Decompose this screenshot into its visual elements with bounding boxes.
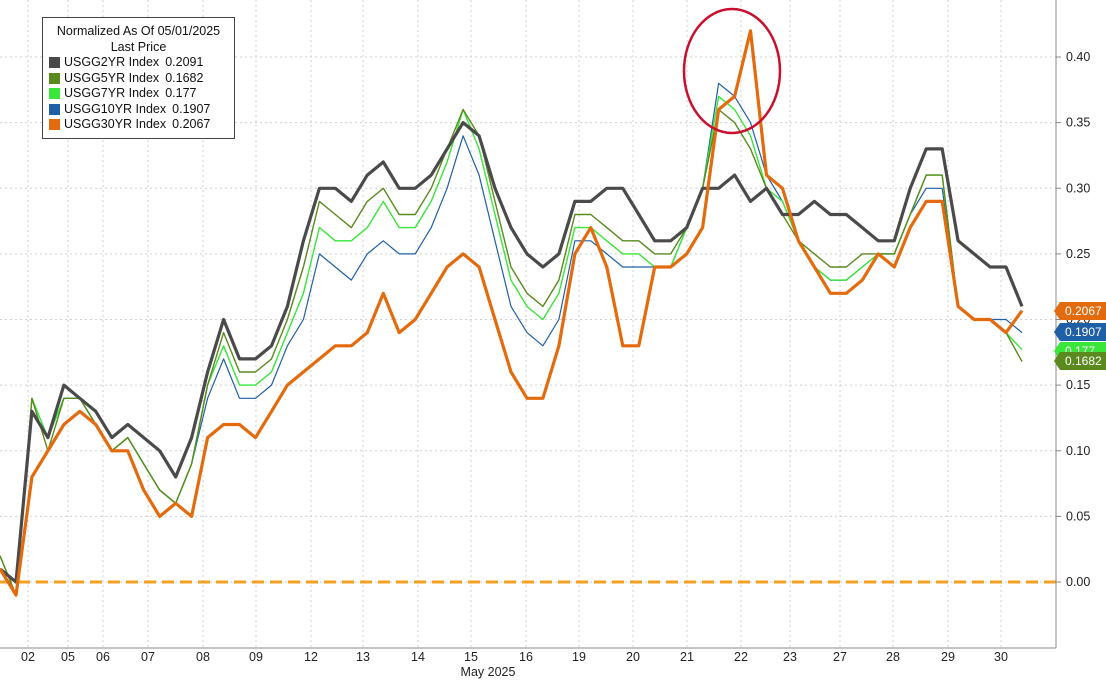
legend-series-name: USGG2YR Index xyxy=(64,55,160,69)
legend: Normalized As Of 05/01/2025 Last Price U… xyxy=(42,17,235,139)
y-tick-label: 0.40 xyxy=(1066,50,1090,64)
x-tick-label: 21 xyxy=(680,650,694,664)
legend-subtitle: Last Price xyxy=(110,39,167,54)
legend-last-price: 0.2091 xyxy=(165,55,204,69)
x-tick-label: 09 xyxy=(249,650,263,664)
series-line-usgg30yr xyxy=(0,29,1024,597)
x-tick-label: 13 xyxy=(356,650,370,664)
last-value-badge: 0.1682 xyxy=(1054,352,1106,370)
x-tick-label: 02 xyxy=(21,650,35,664)
x-tick-label: 23 xyxy=(783,650,797,664)
legend-entry: USGG7YR Index 0.177 xyxy=(49,86,228,102)
last-value-badge: 0.2067 xyxy=(1054,302,1106,320)
x-tick-label: 16 xyxy=(519,650,533,664)
x-axis-ticks: 02 05 06 07 08 09 12 13 14 15 16 19 20 21 22 23 27 28 29 30 xyxy=(21,650,1008,664)
highlight-circle xyxy=(682,7,782,135)
y-tick-label: 0.35 xyxy=(1066,116,1090,130)
x-tick-label: 15 xyxy=(464,650,478,664)
legend-series-name: USGG7YR Index xyxy=(64,86,160,100)
legend-title: Normalized As Of 05/01/2025 xyxy=(56,24,221,38)
legend-last-price: 0.1682 xyxy=(165,70,204,85)
legend-last-price: 0.177 xyxy=(165,86,197,100)
y-tick-label: 0.10 xyxy=(1066,444,1090,458)
x-tick-label: 27 xyxy=(833,650,847,664)
x-tick-label: 06 xyxy=(96,650,110,664)
y-tick-label: 0.25 xyxy=(1066,247,1090,261)
legend-last-price: 0.1907 xyxy=(172,101,211,116)
series-line-usgg10yr xyxy=(0,82,1023,596)
series-line-usgg7yr xyxy=(0,95,1023,596)
legend-last-price: 0.2067 xyxy=(172,117,211,131)
legend-entry: USGG2YR Index 0.2091 xyxy=(49,55,228,71)
legend-entry: USGG5YR Index 0.1682 xyxy=(49,71,228,87)
last-value-badge: 0.1907 xyxy=(1054,323,1106,341)
legend-entry: USGG30YR Index 0.2067 xyxy=(49,117,228,133)
series-line-usgg5yr xyxy=(0,108,1023,596)
y-tick-label: 0.00 xyxy=(1066,575,1090,589)
legend-swatch xyxy=(49,88,60,100)
x-tick-label: 12 xyxy=(304,650,318,664)
legend-swatch xyxy=(49,119,60,131)
x-tick-label: 22 xyxy=(734,650,748,664)
x-tick-label: 19 xyxy=(572,650,586,664)
x-tick-label: 14 xyxy=(411,650,425,664)
legend-entry: USGG10YR Index 0.1907 xyxy=(49,102,228,118)
legend-swatch xyxy=(49,72,60,84)
y-tick-label: 0.05 xyxy=(1066,509,1090,523)
x-tick-label: 08 xyxy=(196,650,210,664)
legend-series-name: USGG5YR Index xyxy=(64,70,160,85)
x-tick-label: 30 xyxy=(994,650,1008,664)
x-tick-label: 20 xyxy=(626,650,640,664)
x-tick-label: 07 xyxy=(141,650,155,664)
x-tick-label: 05 xyxy=(61,650,75,664)
series-lines xyxy=(0,29,1024,597)
legend-swatch xyxy=(49,57,60,69)
x-axis-label: May 2025 xyxy=(461,665,516,679)
x-tick-label: 28 xyxy=(886,650,900,664)
legend-series-name: USGG10YR Index xyxy=(64,101,167,116)
legend-swatch xyxy=(49,103,60,115)
y-tick-label: 0.30 xyxy=(1066,181,1090,195)
legend-series-name: USGG30YR Index xyxy=(64,117,167,131)
x-tick-label: 29 xyxy=(941,650,955,664)
y-tick-label: 0.15 xyxy=(1066,378,1090,392)
series-line-usgg2yr xyxy=(0,121,1024,584)
